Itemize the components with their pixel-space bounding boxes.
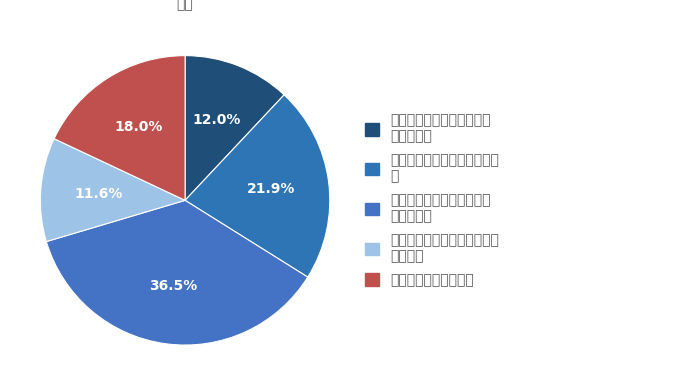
- Text: 18.0%: 18.0%: [114, 120, 163, 134]
- Wedge shape: [46, 200, 308, 345]
- Text: 12.0%: 12.0%: [193, 112, 242, 126]
- Wedge shape: [54, 56, 185, 200]
- Text: 11.6%: 11.6%: [74, 187, 122, 201]
- Text: 36.5%: 36.5%: [149, 279, 197, 293]
- Wedge shape: [185, 56, 284, 200]
- Wedge shape: [185, 95, 330, 277]
- Legend: 名前と特徴の両方を詳しく
知っている, 名前と特徴の両方を知ってい
る, 名前は知らないが、特徴は
知っている, 名前は知っているが、特徴は
知らない, 名前も: 名前と特徴の両方を詳しく 知っている, 名前と特徴の両方を知ってい る, 名前は…: [361, 109, 503, 291]
- Title: 全体: 全体: [176, 0, 194, 11]
- Wedge shape: [40, 139, 185, 242]
- Text: 21.9%: 21.9%: [247, 182, 295, 196]
